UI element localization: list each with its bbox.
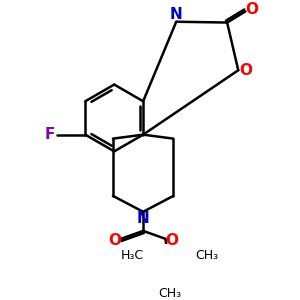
Text: O: O	[240, 63, 253, 78]
Text: F: F	[44, 127, 55, 142]
Text: O: O	[245, 2, 258, 16]
Text: CH₃: CH₃	[195, 249, 218, 262]
Text: O: O	[165, 233, 178, 248]
Text: N: N	[137, 211, 149, 226]
Text: O: O	[108, 233, 121, 248]
Text: H₃C: H₃C	[120, 249, 144, 262]
Text: CH₃: CH₃	[158, 287, 181, 300]
Text: N: N	[170, 7, 183, 22]
